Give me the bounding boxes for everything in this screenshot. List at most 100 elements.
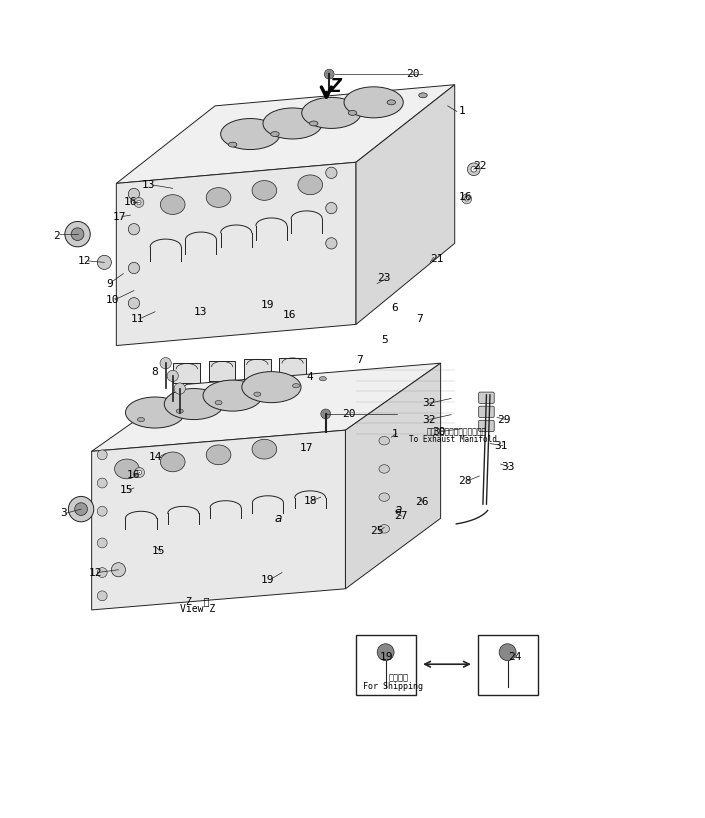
Circle shape: [326, 238, 337, 249]
FancyBboxPatch shape: [479, 420, 494, 432]
Ellipse shape: [221, 119, 280, 150]
Circle shape: [324, 70, 334, 79]
Text: 29: 29: [497, 415, 511, 425]
Text: 10: 10: [106, 294, 120, 305]
Text: Z: Z: [329, 77, 341, 96]
Text: 7: 7: [416, 314, 423, 324]
Ellipse shape: [379, 465, 390, 473]
Text: 15: 15: [120, 485, 134, 495]
Bar: [356, 635, 416, 694]
Text: 19: 19: [261, 574, 275, 585]
Text: a: a: [275, 512, 282, 525]
Circle shape: [97, 538, 107, 548]
Ellipse shape: [293, 384, 300, 388]
Ellipse shape: [254, 392, 261, 396]
Circle shape: [160, 357, 171, 369]
Ellipse shape: [215, 401, 222, 405]
Text: 13: 13: [141, 180, 155, 190]
Text: 4: 4: [307, 372, 314, 382]
Polygon shape: [173, 363, 200, 383]
Text: 25: 25: [370, 526, 384, 536]
Ellipse shape: [137, 417, 145, 422]
Text: 9: 9: [106, 278, 113, 289]
Text: 31: 31: [493, 441, 508, 451]
Ellipse shape: [161, 452, 185, 472]
Ellipse shape: [228, 142, 237, 147]
Polygon shape: [356, 85, 455, 325]
Text: For Shipping: For Shipping: [363, 681, 424, 690]
Ellipse shape: [263, 108, 322, 139]
FancyBboxPatch shape: [479, 407, 494, 417]
Circle shape: [377, 644, 394, 661]
Ellipse shape: [252, 181, 276, 200]
Circle shape: [111, 563, 125, 577]
Text: 12: 12: [78, 256, 92, 266]
Text: 18: 18: [303, 496, 317, 506]
Text: 27: 27: [393, 511, 407, 521]
Text: 5: 5: [381, 335, 388, 345]
Text: 23: 23: [377, 273, 391, 283]
Ellipse shape: [319, 376, 326, 381]
Circle shape: [71, 228, 84, 240]
Bar: [478, 635, 538, 694]
Circle shape: [97, 450, 107, 460]
Ellipse shape: [379, 524, 390, 533]
Polygon shape: [92, 430, 345, 610]
Text: 7: 7: [356, 355, 363, 365]
Text: 19: 19: [379, 652, 393, 662]
Ellipse shape: [242, 371, 301, 402]
Ellipse shape: [302, 97, 361, 128]
Ellipse shape: [125, 397, 185, 428]
Ellipse shape: [467, 163, 480, 176]
Text: 17: 17: [300, 443, 314, 453]
Text: 26: 26: [415, 497, 429, 507]
Text: 16: 16: [123, 197, 137, 208]
Circle shape: [128, 223, 140, 235]
Circle shape: [97, 506, 107, 516]
Polygon shape: [345, 363, 441, 589]
Ellipse shape: [137, 470, 142, 474]
Ellipse shape: [114, 459, 139, 479]
Circle shape: [97, 591, 107, 600]
Text: To Exhaust Manifold: To Exhaust Manifold: [410, 435, 497, 444]
Polygon shape: [116, 85, 455, 183]
Text: 1: 1: [391, 429, 398, 438]
Text: 24: 24: [508, 652, 522, 662]
Circle shape: [174, 383, 185, 394]
Ellipse shape: [348, 110, 357, 115]
FancyBboxPatch shape: [479, 392, 494, 403]
Text: 14: 14: [148, 452, 162, 462]
Ellipse shape: [419, 92, 427, 97]
Text: 30: 30: [432, 426, 446, 437]
Text: 20: 20: [405, 70, 419, 79]
Text: View Z: View Z: [180, 605, 215, 614]
Circle shape: [97, 568, 107, 578]
Text: 16: 16: [127, 470, 141, 479]
Text: 21: 21: [430, 254, 444, 264]
Polygon shape: [279, 357, 306, 377]
Ellipse shape: [298, 175, 322, 195]
Circle shape: [499, 644, 516, 661]
Text: 28: 28: [458, 476, 472, 486]
Ellipse shape: [203, 380, 262, 411]
Ellipse shape: [176, 409, 183, 413]
Text: 11: 11: [130, 314, 145, 324]
Text: 12: 12: [88, 568, 102, 578]
Circle shape: [65, 222, 90, 247]
Ellipse shape: [471, 167, 477, 172]
Text: 22: 22: [472, 161, 486, 171]
Polygon shape: [209, 361, 235, 381]
Text: 6: 6: [391, 303, 398, 313]
Circle shape: [68, 497, 94, 522]
Circle shape: [326, 202, 337, 213]
Ellipse shape: [206, 445, 231, 465]
Ellipse shape: [462, 194, 472, 204]
Ellipse shape: [206, 187, 231, 208]
Circle shape: [97, 478, 107, 488]
Text: 33: 33: [501, 462, 515, 472]
Text: 8: 8: [152, 366, 159, 376]
Circle shape: [75, 503, 87, 515]
Ellipse shape: [379, 493, 390, 501]
Ellipse shape: [252, 439, 276, 459]
Ellipse shape: [387, 100, 396, 105]
